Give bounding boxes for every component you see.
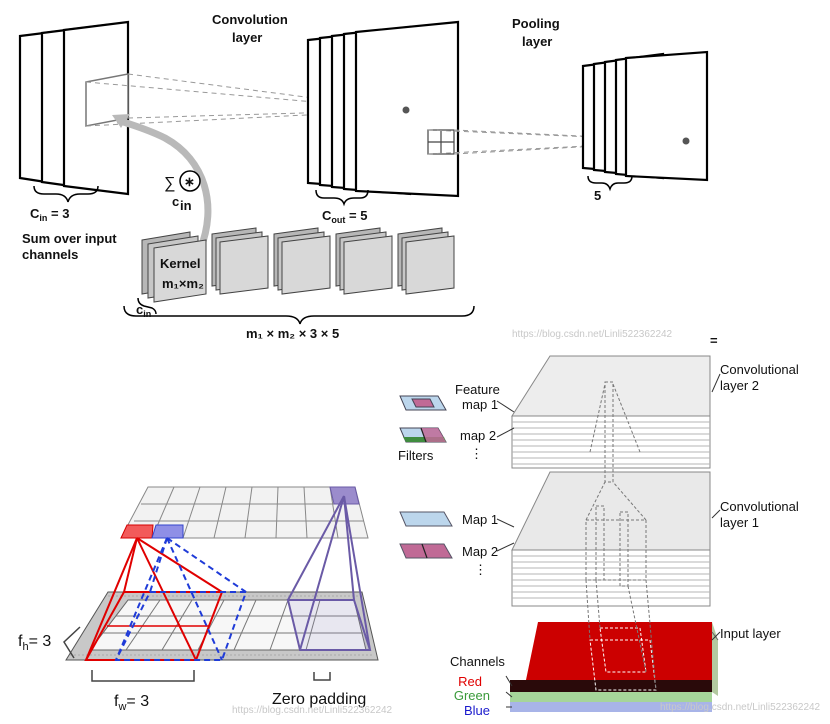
zero-padding-bracket (313, 672, 331, 681)
bottom-left-panel: fh= 3 fw= 3 Zero padding https://blog.cs… (18, 486, 393, 716)
sigma-sub-in: in (180, 198, 192, 213)
channels-title: Channels (450, 654, 505, 669)
pooling-layer-stack (581, 50, 709, 182)
summation-symbol: ∗ ∑ c in (164, 170, 201, 213)
kernel-group-4 (335, 227, 393, 295)
feature-map-icons (399, 395, 447, 443)
map1-label: Map 1 (462, 512, 498, 527)
fh-label: fh= 3 (18, 633, 51, 653)
summation-arrow (116, 116, 212, 252)
conv-layer-1-line1: Convolutional (720, 499, 799, 514)
feature-map1-line2: map 1 (462, 397, 498, 412)
input-layer-label: Input layer (720, 626, 781, 641)
cin-label: Cin = 3 (30, 206, 69, 223)
feature-map1-line1: Feature (455, 382, 500, 397)
conv-layer-1-slab (511, 471, 711, 607)
pool-count-label: 5 (594, 188, 601, 203)
conv-title-line2: layer (232, 30, 262, 45)
brace-cout (315, 189, 369, 207)
conv-layer-1-line2: layer 1 (720, 515, 759, 530)
filters-label: Filters (398, 448, 434, 463)
equals-sign: = (710, 333, 718, 348)
kernel-group-2 (211, 227, 269, 295)
watermark-bottom-left: https://blog.csdn.net/Linli522362242 (232, 705, 393, 716)
purple-filter-pyramid (286, 495, 372, 651)
conv-layer-2-line2: layer 2 (720, 378, 759, 393)
params-formula: m₁ × m₂ × 3 × 5 (246, 326, 339, 341)
conv-projection-lines (85, 73, 407, 127)
brace-kernel-cin (137, 297, 157, 315)
conv-title-line1: Convolution (212, 12, 288, 27)
sigma-sub-c: c (172, 194, 179, 209)
input-channels-stack (18, 20, 130, 196)
watermark-top: https://blog.csdn.net/Linli522362242 (512, 329, 673, 340)
fw-bracket (91, 670, 195, 682)
sigma-symbol: ∑ (164, 175, 175, 192)
pool-title-line1: Pooling (512, 16, 560, 31)
brace-pool (587, 175, 633, 192)
kernel-group-1: Kernel m₁×m₂ (141, 231, 207, 303)
kernel-groups: Kernel m₁×m₂ (141, 227, 455, 303)
convolution-symbol: ∗ (184, 174, 195, 189)
map2-top-label: map 2 (460, 428, 496, 443)
top-panel: ∗ ∑ c in Kernel m₁×m₂ (18, 12, 718, 348)
sum-label-line2: channels (22, 247, 78, 262)
pool-neuron-dot (682, 137, 690, 145)
kernel-group-5 (397, 227, 455, 295)
kernel-title: Kernel (160, 256, 200, 271)
fh-bracket (63, 626, 81, 659)
conv-neuron-dot (402, 106, 410, 114)
sum-label-line1: Sum over input (22, 231, 117, 246)
input-layer-slab (510, 622, 719, 712)
channel-blue-label: Blue (464, 703, 490, 718)
brace-params (123, 305, 475, 325)
fw-label: fw= 3 (114, 693, 149, 713)
cout-label: Cout = 5 (322, 208, 367, 225)
map2-label: Map 2 (462, 544, 498, 559)
output-grid (120, 486, 369, 539)
kernel-dims: m₁×m₂ (162, 276, 204, 291)
channel-green-label: Green (454, 688, 490, 703)
leader-lines (496, 373, 721, 708)
pool-title-line2: layer (522, 34, 552, 49)
conv-layer-2-line1: Convolutional (720, 362, 799, 377)
map-icons (399, 511, 453, 559)
watermark-bottom-right: https://blog.csdn.net/Linli522362242 (660, 702, 821, 713)
blue-filter-pyramid (114, 537, 248, 661)
conv-layer-2-slab (511, 355, 711, 469)
bottom-right-panel: Feature map 1 map 2 ⋮ Filters Map 1 Map … (398, 355, 821, 718)
zero-padding-label: Zero padding (272, 691, 366, 708)
brace-cin (33, 185, 99, 203)
channel-red-label: Red (458, 674, 482, 689)
conv-layer-stack (306, 20, 460, 198)
kernel-cin-label: cin (136, 302, 151, 319)
ellipsis-middle: ⋮ (474, 562, 487, 577)
receptive-field-lines (585, 381, 657, 691)
ellipsis-top: ⋮ (470, 446, 483, 461)
kernel-group-3 (273, 227, 331, 295)
